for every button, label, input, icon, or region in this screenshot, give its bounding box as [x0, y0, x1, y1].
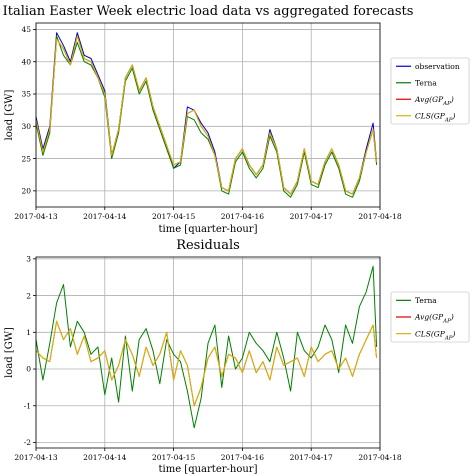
x-tick-label: 2017-04-17: [290, 453, 333, 462]
x-tick-label: 2017-04-18: [358, 453, 401, 462]
x-tick-label: 2017-04-16: [221, 453, 264, 462]
legend-label: CLS(GPAP): [415, 329, 456, 341]
y-tick-label: 30: [21, 122, 31, 131]
legend-label: observation: [415, 62, 460, 71]
residuals-chart: 2017-04-13 2017-04-14 2017-04-15 2017-04-16…: [4, 238, 470, 475]
x-tick-label: 2017-04-13: [14, 212, 57, 221]
y-tick-label: 35: [21, 90, 31, 99]
x-tick-label: 2017-04-18: [358, 212, 401, 221]
y-axis-label: load [GW]: [4, 327, 15, 378]
x-tick-label: 2017-04-14: [83, 453, 126, 462]
y-axis-label: load [GW]: [4, 89, 15, 140]
y-tick-label: -2: [24, 438, 32, 447]
y-tick-label: -1: [24, 401, 31, 410]
y-tick-label: 40: [21, 57, 31, 66]
y-tick-label: 0: [26, 365, 31, 374]
x-tick-label: 2017-04-14: [83, 212, 126, 221]
legend-label: Avg(GPAP): [414, 95, 454, 107]
x-tick-label: 2017-04-16: [221, 212, 264, 221]
plot-frame: [35, 256, 381, 449]
legend-box: [390, 57, 470, 125]
y-tick-label: 3: [26, 255, 31, 264]
chart-title: Italian Easter Week electric load data v…: [3, 4, 414, 19]
y-tick-label: 1: [26, 328, 31, 337]
legend-box: [390, 291, 470, 343]
series-line-0: [35, 265, 378, 429]
legend-label: Avg(GPAP): [414, 313, 454, 325]
legend-label: Terna: [415, 78, 437, 87]
load-forecast-chart: 2017-04-13 2017-04-14 2017-04-15 2017-04-16…: [3, 4, 470, 235]
y-tick-label: 25: [21, 154, 31, 163]
series-line-2: [35, 320, 378, 407]
x-tick-label: 2017-04-17: [290, 212, 333, 221]
x-tick-label: 2017-04-13: [14, 453, 57, 462]
y-tick-label: 20: [21, 187, 31, 196]
x-axis-label: time [quarter-hour]: [159, 464, 258, 475]
plot-frame: [35, 22, 381, 208]
chart-title: Residuals: [176, 238, 240, 253]
y-tick-label: 45: [21, 25, 31, 34]
x-axis-label: time [quarter-hour]: [159, 224, 258, 235]
series-line-1: [35, 35, 378, 198]
series-line-3: [35, 35, 378, 195]
series-line-0: [35, 32, 378, 195]
y-tick-label: 2: [26, 291, 31, 300]
legend-label: CLS(GPAP): [415, 111, 456, 123]
x-tick-label: 2017-04-15: [152, 212, 195, 221]
legend-label: Terna: [415, 296, 437, 305]
x-tick-label: 2017-04-15: [152, 453, 195, 462]
